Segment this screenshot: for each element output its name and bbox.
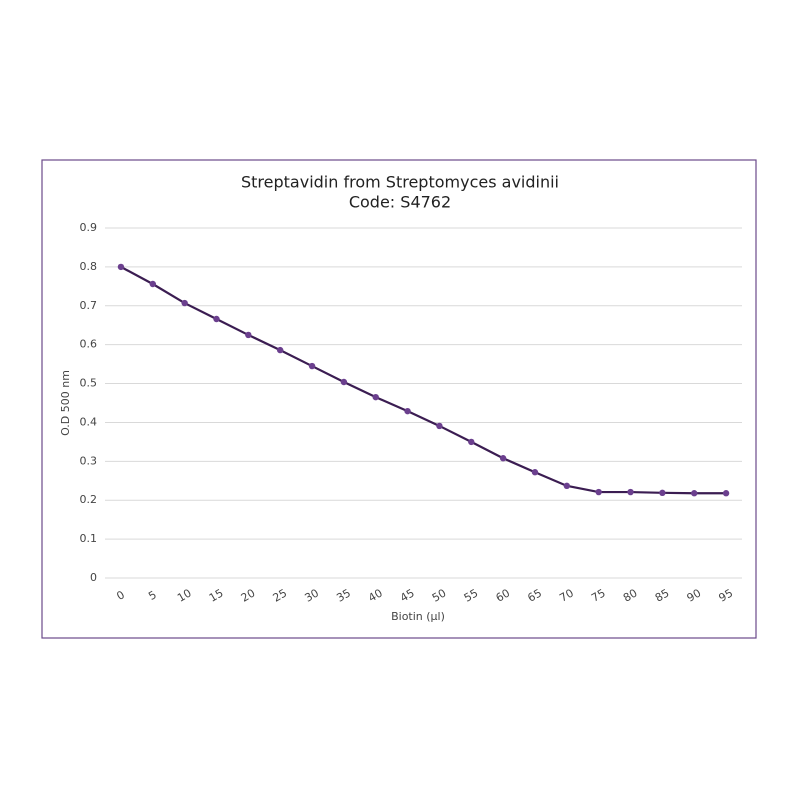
chart-frame xyxy=(41,159,757,639)
x-tick-label: 45 xyxy=(398,586,417,604)
data-point xyxy=(117,263,125,271)
data-point xyxy=(181,299,188,307)
data-point xyxy=(340,378,348,386)
data-point xyxy=(563,482,571,490)
data-point xyxy=(531,469,539,476)
data-point xyxy=(308,362,316,370)
y-tick-label: 0.3 xyxy=(80,454,98,467)
x-tick-label: 95 xyxy=(717,586,736,604)
data-point xyxy=(276,346,284,354)
data-point xyxy=(722,490,730,497)
data-point xyxy=(627,488,634,496)
chart-subtitle: Code: S4762 xyxy=(349,193,451,212)
y-tick-label: 0.5 xyxy=(80,377,98,390)
x-tick-label: 75 xyxy=(589,586,608,604)
x-tick-label: 60 xyxy=(494,586,513,604)
data-point xyxy=(659,489,666,497)
x-tick-label: 85 xyxy=(653,586,672,604)
x-tick-label: 65 xyxy=(525,586,544,604)
x-tick-label: 90 xyxy=(685,586,704,604)
data-point xyxy=(436,422,443,430)
x-tick-label: 80 xyxy=(621,586,640,604)
data-point xyxy=(404,407,411,415)
y-tick-label: 0.4 xyxy=(80,415,98,428)
data-point xyxy=(691,490,698,497)
chart-title: Streptavidin from Streptomyces avidinii xyxy=(241,173,559,192)
data-line xyxy=(120,265,727,495)
y-tick-label: 0.1 xyxy=(80,532,98,545)
x-tick-label: 70 xyxy=(557,586,576,604)
x-tick-label: 50 xyxy=(430,586,449,604)
x-tick-label: 35 xyxy=(334,586,353,604)
x-tick-label: 30 xyxy=(302,586,321,604)
y-tick-label: 0.7 xyxy=(80,299,98,312)
y-axis-label: O.D 500 nm xyxy=(59,370,72,436)
x-tick-label: 55 xyxy=(462,586,481,604)
x-tick-label: 20 xyxy=(239,586,258,604)
y-tick-label: 0.6 xyxy=(80,338,98,351)
y-tick-label: 0.2 xyxy=(80,493,98,506)
data-point xyxy=(245,331,252,339)
y-tick-label: 0.9 xyxy=(80,221,98,234)
x-tick-label: 10 xyxy=(175,586,194,604)
x-tick-label: 40 xyxy=(366,586,385,604)
y-tick-label: 0.8 xyxy=(80,260,98,273)
x-axis-label: Biotin (µl) xyxy=(391,610,445,623)
data-point xyxy=(372,393,379,401)
x-tick-label: 25 xyxy=(271,586,290,604)
data-point xyxy=(213,315,220,323)
data-point xyxy=(468,438,475,446)
x-tick-label: 15 xyxy=(207,586,226,604)
data-point xyxy=(499,455,507,462)
data-point xyxy=(149,280,156,288)
data-point xyxy=(595,488,602,496)
y-tick-label: 0 xyxy=(90,571,97,584)
